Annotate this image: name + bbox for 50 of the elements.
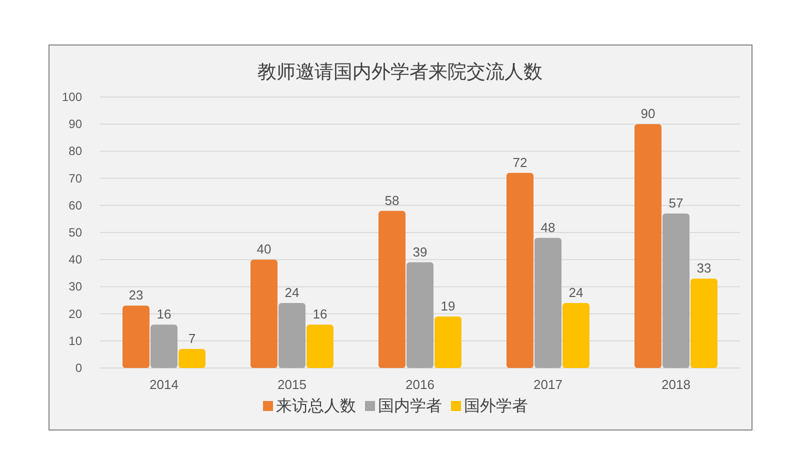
y-tick-label: 20 (68, 306, 82, 321)
legend-label: 国内学者 (378, 397, 442, 415)
bar (250, 260, 278, 368)
data-label: 58 (384, 192, 400, 208)
legend-label: 来访总人数 (276, 397, 356, 415)
x-tick-label: 2014 (150, 377, 178, 392)
bar (562, 302, 590, 368)
y-tick-label: 0 (75, 361, 82, 375)
x-tick-label: 2016 (406, 377, 434, 392)
bar (178, 349, 206, 368)
bar (278, 302, 306, 368)
y-tick-label: 30 (68, 280, 82, 294)
data-label: 19 (440, 298, 456, 314)
data-label: 72 (512, 154, 528, 170)
bar (306, 324, 334, 368)
data-label: 39 (412, 244, 428, 260)
data-label: 40 (256, 242, 272, 257)
x-tick-label: 2015 (278, 377, 306, 392)
bar (434, 316, 462, 368)
legend-label: 国外学者 (464, 397, 528, 415)
data-label: 24 (284, 284, 300, 300)
y-tick-label: 90 (68, 117, 82, 132)
y-tick-label: 80 (68, 144, 82, 158)
data-label: 16 (312, 306, 328, 322)
y-tick-label: 50 (68, 226, 82, 240)
x-tick-label: 2017 (534, 377, 562, 392)
bar (406, 262, 434, 368)
data-label: 57 (668, 196, 684, 211)
bar (122, 306, 150, 368)
bar (662, 214, 690, 368)
bar (378, 210, 406, 368)
data-label: 90 (640, 106, 656, 122)
data-label: 23 (128, 288, 144, 303)
data-label: 33 (696, 260, 712, 276)
bar (690, 278, 718, 368)
y-tick-label: 60 (68, 198, 82, 212)
data-label: 7 (188, 331, 196, 346)
x-tick-label: 2018 (662, 377, 690, 392)
y-tick-label: 70 (68, 171, 82, 186)
bar (634, 124, 662, 368)
y-tick-label: 40 (68, 252, 82, 267)
bar (506, 172, 534, 368)
bar (534, 238, 562, 368)
y-tick-label: 10 (68, 334, 82, 348)
data-label: 24 (568, 284, 584, 300)
y-tick-label: 100 (62, 90, 82, 104)
bar (150, 324, 178, 368)
data-label: 48 (540, 220, 556, 235)
chart-title: 教师邀请国内外学者来院交流人数 (258, 61, 542, 83)
data-label: 16 (156, 306, 172, 322)
